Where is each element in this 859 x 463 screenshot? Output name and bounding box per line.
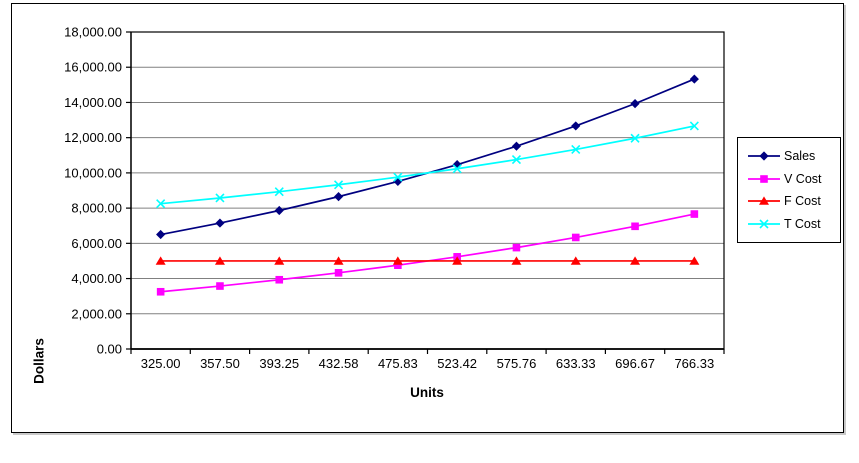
series-marker-x (156, 199, 166, 209)
x-tick-label: 325.00 (141, 356, 181, 371)
legend-marker-t-cost (748, 219, 780, 229)
series-marker-square (275, 275, 284, 284)
series-marker-diamond (156, 229, 166, 240)
series-marker-x (452, 164, 462, 174)
series-marker-triangle (333, 256, 344, 265)
series-marker-square (571, 233, 580, 242)
series-marker-triangle (155, 256, 166, 265)
y-tick-label: 6,000.00 (71, 236, 122, 251)
series-marker-triangle (759, 196, 769, 206)
x-tick-label: 766.33 (674, 356, 714, 371)
y-tick-label: 18,000.00 (64, 25, 122, 40)
series-marker-diamond (452, 160, 462, 170)
series-marker-x (759, 219, 769, 229)
series-marker-square (216, 282, 224, 290)
series-marker-x (689, 121, 699, 131)
legend-item-v-cost: V Cost (748, 172, 838, 186)
series-t-cost (156, 121, 699, 209)
series-marker-diamond (274, 205, 284, 216)
series-marker-diamond (511, 141, 522, 151)
x-tick-label: 393.25 (259, 356, 299, 371)
series-marker-x (215, 193, 225, 203)
y-tick-label: 4,000.00 (71, 271, 122, 286)
legend-marker-f-cost (748, 196, 780, 206)
series-marker-diamond (630, 99, 640, 109)
series-line-v-cost (160, 213, 695, 293)
series-sales (156, 74, 699, 240)
chart-frame: 0.00 2,000.00 4,000.00 6,000.00 8,000.00 10,0… (11, 3, 844, 433)
x-axis-title: Units (410, 385, 444, 400)
y-tick-label: 0.00 (97, 342, 122, 357)
series-marker-triangle (452, 256, 463, 265)
series-marker-diamond (759, 151, 769, 161)
series-marker-diamond (689, 74, 699, 84)
x-tick-label: 696.67 (615, 356, 655, 371)
legend-label-sales: Sales (784, 149, 816, 164)
series-marker-square (156, 287, 165, 296)
legend-item-f-cost: F Cost (748, 194, 838, 208)
series-marker-x (274, 187, 284, 197)
series-marker-x (630, 133, 640, 143)
series-marker-x (511, 154, 522, 165)
x-tick-label: 523.42 (437, 356, 477, 371)
series-marker-x (571, 144, 581, 154)
series-marker-square (690, 210, 699, 218)
series-v-cost (156, 210, 699, 296)
series-marker-triangle (689, 256, 700, 265)
series-marker-triangle (630, 256, 641, 265)
legend: Sales V Cost F Cost T Cost (737, 137, 841, 243)
series-f-cost (155, 256, 700, 265)
series-marker-square (334, 269, 343, 277)
series-marker-triangle (392, 256, 403, 265)
x-tick-label: 432.58 (319, 356, 359, 371)
series-marker-triangle (214, 256, 225, 265)
y-tick-label: 16,000.00 (64, 60, 122, 75)
series-marker-diamond (393, 176, 403, 187)
legend-label-t-cost: T Cost (784, 216, 821, 231)
series-marker-x (393, 172, 403, 182)
y-tick-label: 12,000.00 (64, 130, 122, 145)
y-tick-label: 14,000.00 (64, 95, 122, 110)
y-axis-title: Dollars (31, 338, 47, 384)
x-tick-label: 475.83 (378, 356, 418, 371)
series-marker-triangle (570, 256, 581, 265)
series-marker-diamond (333, 192, 344, 202)
legend-item-t-cost: T Cost (748, 217, 838, 231)
series-marker-x (333, 180, 344, 190)
series-marker-square (512, 243, 521, 252)
x-tick-label: 633.33 (556, 356, 596, 371)
series-line-t-cost (160, 125, 695, 205)
series-marker-triangle (274, 256, 285, 265)
y-tick-label: 10,000.00 (64, 165, 122, 180)
legend-marker-v-cost (748, 174, 780, 183)
x-tick-label: 575.76 (497, 356, 537, 371)
x-tick-label: 357.50 (200, 356, 240, 371)
series-marker-diamond (571, 121, 581, 131)
series-marker-square (760, 174, 768, 183)
series-marker-triangle (511, 256, 522, 265)
y-tick-label: 2,000.00 (71, 306, 122, 321)
plot-border (130, 31, 725, 350)
legend-label-v-cost: V Cost (784, 171, 822, 186)
series-marker-diamond (215, 218, 225, 228)
series-marker-square (394, 261, 402, 270)
plot-area: 0.00 2,000.00 4,000.00 6,000.00 8,000.00 10,0… (64, 25, 725, 371)
y-tick-label: 8,000.00 (71, 201, 122, 216)
legend-label-f-cost: F Cost (784, 194, 821, 209)
legend-item-sales: Sales (748, 149, 838, 163)
series-marker-square (631, 222, 639, 231)
legend-marker-sales (748, 151, 780, 161)
